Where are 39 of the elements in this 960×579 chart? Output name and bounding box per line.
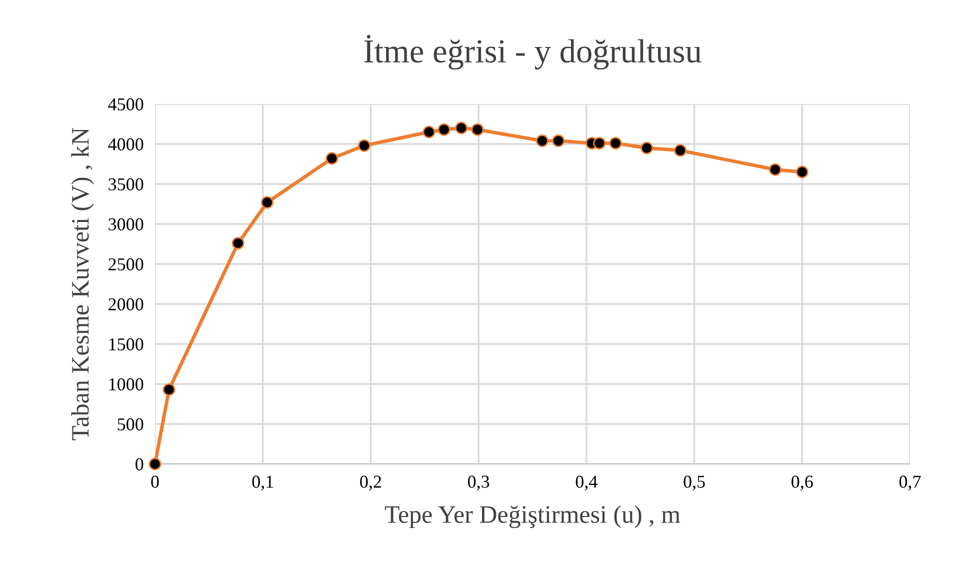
point <box>422 126 436 138</box>
y-tick-label: 1000 <box>109 378 144 390</box>
point <box>260 196 274 209</box>
point <box>593 136 606 150</box>
point <box>674 144 687 157</box>
x-tick-label: 0,7 <box>899 476 921 490</box>
point <box>438 123 450 136</box>
point <box>455 122 468 134</box>
point <box>471 123 484 136</box>
chart-title: İtme eğrisi - y doğrultusu <box>364 34 702 70</box>
y-tick-label: 4000 <box>108 138 144 150</box>
point <box>358 139 370 152</box>
y-tick-label: 1500 <box>109 338 144 350</box>
x-tick-label: 0,3 <box>468 476 490 490</box>
point <box>552 134 565 148</box>
y-axis-title: Taban Kesme Kuvveti (V) , kN <box>71 128 94 440</box>
x-axis-title: Tepe Yer Değiştirmesi (u) , m <box>384 505 680 528</box>
x-tick-label: 0,5 <box>684 476 705 490</box>
x-tick-label: 0,4 <box>576 476 598 490</box>
point <box>640 142 654 154</box>
point <box>232 236 244 250</box>
x-tick-label: 0,1 <box>252 476 274 490</box>
y-tick-label: 3500 <box>108 178 144 190</box>
y-tick-label: 2500 <box>108 258 144 270</box>
point <box>326 152 338 165</box>
y-tick-label: 4500 <box>108 98 144 110</box>
point <box>148 458 162 470</box>
y-tick-label: 500 <box>118 418 144 430</box>
x-tick-label: 0,2 <box>360 476 382 490</box>
point <box>796 166 808 178</box>
point <box>609 136 622 150</box>
x-tick-label: 0,6 <box>792 476 813 490</box>
point <box>536 134 548 148</box>
y-tick-label: 0 <box>136 458 144 470</box>
x-tick-label: 0 <box>151 476 159 488</box>
y-tick-label: 2000 <box>108 298 144 310</box>
point <box>768 163 782 176</box>
y-tick-label: 3000 <box>108 218 144 230</box>
point <box>162 383 176 396</box>
